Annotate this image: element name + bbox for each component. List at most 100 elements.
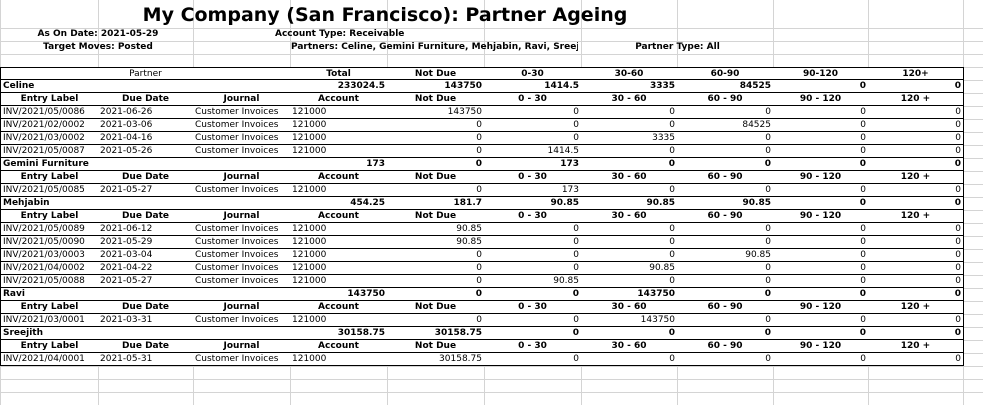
- partner-amount: 90.85: [677, 197, 774, 210]
- line-amount: 0: [677, 262, 774, 275]
- entry-label: INV/2021/05/0088: [0, 275, 99, 288]
- column-header: Partner: [0, 67, 291, 80]
- line-column-header: 0 - 30: [484, 210, 582, 223]
- line-column-header: 30 - 60: [581, 301, 678, 314]
- line-column-header: Journal: [193, 93, 291, 106]
- line-amount: 173: [484, 184, 582, 197]
- line-amount: 0: [484, 236, 582, 249]
- line-amount: 0: [581, 145, 678, 158]
- due-date: 2021-04-16: [98, 132, 194, 145]
- line-amount: 0: [677, 275, 774, 288]
- line-column-header: Due Date: [98, 93, 194, 106]
- account: 121000: [290, 353, 388, 366]
- account: 121000: [290, 132, 388, 145]
- line-amount: 0: [581, 249, 678, 262]
- line-amount: 0: [773, 236, 869, 249]
- partner-name: Ravi: [0, 288, 291, 301]
- line-amount: 0: [581, 353, 678, 366]
- partner-amount: 0: [773, 197, 869, 210]
- partner-amount: 181.7: [387, 197, 485, 210]
- grid-line: [0, 366, 983, 367]
- journal: Customer Invoices: [193, 249, 291, 262]
- line-amount: 0: [868, 145, 964, 158]
- line-amount: 0: [484, 223, 582, 236]
- line-amount: 0: [387, 249, 485, 262]
- line-amount: 0: [581, 184, 678, 197]
- account: 121000: [290, 275, 388, 288]
- line-amount: 90.85: [387, 223, 485, 236]
- line-amount: 0: [484, 249, 582, 262]
- line-amount: 0: [773, 184, 869, 197]
- entry-label: INV/2021/03/0003: [0, 249, 99, 262]
- journal: Customer Invoices: [193, 132, 291, 145]
- journal: Customer Invoices: [193, 236, 291, 249]
- journal: Customer Invoices: [193, 262, 291, 275]
- line-amount: 0: [581, 119, 678, 132]
- line-column-header: 90 - 120: [773, 93, 869, 106]
- line-column-header: Due Date: [98, 340, 194, 353]
- partner-name: Celine: [0, 80, 291, 93]
- line-amount: 0: [677, 223, 774, 236]
- line-column-header: 60 - 90: [677, 210, 774, 223]
- entry-label: INV/2021/05/0090: [0, 236, 99, 249]
- line-column-header: Due Date: [98, 301, 194, 314]
- line-amount: 0: [387, 184, 485, 197]
- line-amount: 0: [868, 249, 964, 262]
- account: 121000: [290, 236, 388, 249]
- line-column-header: Journal: [193, 171, 291, 184]
- line-column-header: Account: [290, 301, 388, 314]
- line-column-header: 30 - 60: [581, 210, 678, 223]
- partner-total: 143750: [290, 288, 388, 301]
- partner-total: 173: [290, 158, 388, 171]
- line-column-header: Due Date: [98, 171, 194, 184]
- account: 121000: [290, 262, 388, 275]
- partner-amount: 0: [677, 158, 774, 171]
- line-amount: 90.85: [484, 275, 582, 288]
- grid-line: [0, 28, 983, 29]
- line-amount: 0: [773, 106, 869, 119]
- line-amount: 0: [581, 106, 678, 119]
- entry-label: INV/2021/03/0001: [0, 314, 99, 327]
- grid-line: [0, 54, 983, 55]
- line-column-header: 120 +: [868, 93, 964, 106]
- journal: Customer Invoices: [193, 223, 291, 236]
- line-amount: 90.85: [581, 262, 678, 275]
- line-amount: 0: [868, 314, 964, 327]
- partner-amount: 90.85: [484, 197, 582, 210]
- line-amount: 0: [868, 106, 964, 119]
- partner-name: Mehjabin: [0, 197, 291, 210]
- line-column-header: Account: [290, 171, 388, 184]
- partner-amount: 0: [773, 327, 869, 340]
- partners-filter: Partners: Celine, Gemini Furniture, Mehj…: [291, 42, 578, 52]
- entry-label: INV/2021/04/0001: [0, 353, 99, 366]
- column-header: Total: [290, 67, 388, 80]
- partner-amount: 0: [677, 288, 774, 301]
- line-amount: 0: [484, 106, 582, 119]
- partner-amount: 0: [484, 288, 582, 301]
- line-amount: 0: [677, 314, 774, 327]
- due-date: 2021-06-26: [98, 106, 194, 119]
- line-amount: 0: [868, 353, 964, 366]
- line-amount: 3335: [581, 132, 678, 145]
- partner-amount: 0: [581, 158, 678, 171]
- grid-line: [0, 392, 983, 393]
- entry-label: INV/2021/05/0085: [0, 184, 99, 197]
- line-amount: 0: [677, 353, 774, 366]
- line-amount: 0: [773, 119, 869, 132]
- account: 121000: [290, 223, 388, 236]
- line-amount: 143750: [581, 314, 678, 327]
- line-amount: 0: [677, 106, 774, 119]
- partner-amount: 90.85: [581, 197, 678, 210]
- line-column-header: 90 - 120: [773, 340, 869, 353]
- line-amount: 0: [773, 145, 869, 158]
- line-amount: 0: [387, 275, 485, 288]
- line-amount: 0: [677, 132, 774, 145]
- account: 121000: [290, 314, 388, 327]
- line-amount: 0: [387, 132, 485, 145]
- column-header: 90-120: [773, 67, 869, 80]
- line-column-header: 120 +: [868, 171, 964, 184]
- line-column-header: 60 - 90: [677, 171, 774, 184]
- line-column-header: Entry Label: [0, 340, 99, 353]
- journal: Customer Invoices: [193, 106, 291, 119]
